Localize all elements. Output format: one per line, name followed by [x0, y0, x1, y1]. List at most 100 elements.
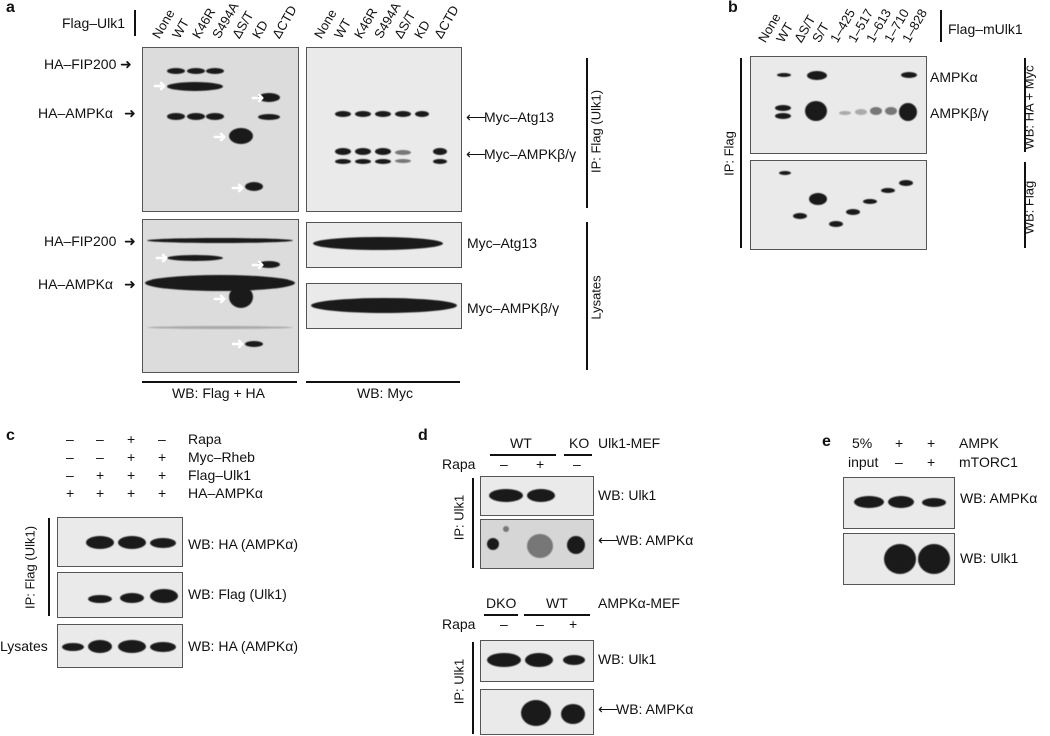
panel-c-letter: c [6, 427, 15, 444]
sign-ampk-2: + [927, 435, 936, 451]
condition-sign: + [158, 485, 167, 501]
condition-sign: + [127, 449, 136, 465]
arrow-right-icon: ➜ [124, 276, 136, 292]
divider [48, 518, 50, 616]
rapa-sign: – [536, 616, 544, 632]
condition-sign: + [127, 485, 136, 501]
label-lysates: Lysates [588, 275, 604, 320]
divider [134, 10, 136, 36]
label-wb-flag: WB: Flag [1021, 180, 1037, 235]
label-wb-ha-1: WB: HA (AMPKα) [188, 536, 298, 552]
condition-label: Rapa [188, 431, 222, 447]
blot-b-ip-top [750, 56, 927, 154]
panel-a-letter: a [6, 0, 15, 16]
arrow-left-icon: ⟵ [466, 146, 487, 162]
divider [1024, 58, 1026, 152]
rapa-sign: – [500, 616, 508, 632]
label-ip-flag-ulk1: IP: Flag (Ulk1) [22, 525, 38, 610]
label-ampkbg: AMPKβ/γ [930, 105, 989, 121]
label-wb-ampka: WB: AMPKα [616, 701, 694, 717]
condition-label: Flag–Ulk1 [188, 467, 252, 483]
blot-d-ampka-bottom [480, 689, 594, 735]
label-group-wt: WT [510, 435, 532, 451]
divider [472, 642, 474, 734]
rapa-sign: – [573, 456, 581, 472]
blot-a-ip-left: ➜ ➜ ➜ ➜ [142, 47, 299, 212]
lane-label: ΔCTD [269, 2, 300, 42]
label-wb-ulk1: WB: Ulk1 [598, 487, 657, 503]
label-ip-flag-ulk1: IP: Flag (Ulk1) [588, 89, 604, 174]
label-wb-flag: WB: Flag (Ulk1) [188, 586, 287, 602]
label-atg13-lys: Myc–Atg13 [467, 235, 538, 251]
panel-b-construct-label: Flag–mUlk1 [948, 21, 1023, 37]
label-wb-ampka: WB: AMPKα [960, 490, 1038, 506]
sign-mtorc1-1: – [895, 454, 903, 470]
condition-sign: + [96, 467, 105, 483]
divider [586, 58, 588, 208]
label-rapa: Rapa [442, 456, 476, 472]
blot-a-lysate-ampkbg [306, 283, 462, 329]
divider [586, 222, 588, 370]
divider [472, 478, 474, 568]
blot-d-ampka-top [480, 519, 594, 569]
label-input-percent: 5% [852, 435, 873, 451]
label-ampkbg-ip: Myc–AMPKβ/γ [484, 146, 577, 162]
divider [306, 381, 460, 383]
condition-sign: + [96, 485, 105, 501]
label-lysates: Lysates [0, 638, 48, 654]
condition-sign: – [66, 467, 74, 483]
condition-sign: – [96, 431, 104, 447]
label-ampkbg-lys: Myc–AMPKβ/γ [467, 300, 560, 316]
divider [740, 58, 742, 248]
condition-label: Myc–Rheb [188, 449, 255, 465]
blot-a-lysate-atg13 [306, 222, 462, 268]
blot-d-ulk1-top [480, 476, 594, 516]
blot-c-lys [57, 624, 183, 668]
rapa-sign: + [536, 456, 545, 472]
label-ampka-ip: HA–AMPKα [38, 105, 114, 121]
blot-e-ulk1 [843, 533, 955, 585]
label-ampka-mef: AMPKα-MEF [598, 595, 680, 611]
label-wb-ha-myc: WB: HA + Myc [1021, 65, 1037, 150]
divider [564, 454, 592, 456]
label-ip-flag: IP: Flag [721, 131, 737, 176]
blot-a-ip-right [306, 47, 462, 212]
panel-d-letter: d [418, 427, 428, 444]
label-wb-ulk1: WB: Ulk1 [598, 651, 657, 667]
rapa-sign: – [500, 456, 508, 472]
blot-b-wb-flag [750, 160, 927, 250]
arrow-right-icon: ➜ [124, 105, 136, 121]
label-ip-ulk1: IP: Ulk1 [451, 658, 467, 705]
label-fip200-ip: HA–FIP200 [44, 56, 117, 72]
blot-c-ha [57, 517, 183, 567]
condition-sign: + [66, 485, 75, 501]
arrow-right-icon: ➜ [120, 56, 132, 72]
condition-sign: – [66, 449, 74, 465]
panel-e-letter: e [822, 433, 831, 450]
label-ampk: AMPK [959, 435, 999, 451]
label-wb-ha-2: WB: HA (AMPKα) [188, 638, 298, 654]
label-rapa: Rapa [442, 616, 476, 632]
arrow-right-icon: ➜ [124, 233, 136, 249]
divider [940, 10, 942, 42]
label-group-ko: KO [569, 435, 590, 451]
divider [142, 381, 297, 383]
arrow-left-icon: ⟵ [466, 109, 487, 125]
blot-e-ampka [843, 477, 955, 529]
condition-sign: + [158, 449, 167, 465]
divider [1024, 162, 1026, 248]
label-mtorc1: mTORC1 [959, 454, 1018, 470]
label-input: input [848, 454, 879, 470]
condition-sign: + [127, 467, 136, 483]
condition-sign: – [96, 449, 104, 465]
label-wb-ampka: WB: AMPKα [616, 532, 694, 548]
arrow-left-icon: ⟵ [598, 532, 619, 548]
sign-mtorc1-2: + [927, 454, 936, 470]
blot-c-flag [57, 572, 183, 618]
divider [524, 614, 590, 616]
label-ip-ulk1: IP: Ulk1 [451, 494, 467, 541]
lane-label: ΔCTD [431, 2, 462, 42]
condition-sign: – [66, 431, 74, 447]
rapa-sign: + [569, 616, 578, 632]
panel-b-letter: b [728, 0, 738, 16]
